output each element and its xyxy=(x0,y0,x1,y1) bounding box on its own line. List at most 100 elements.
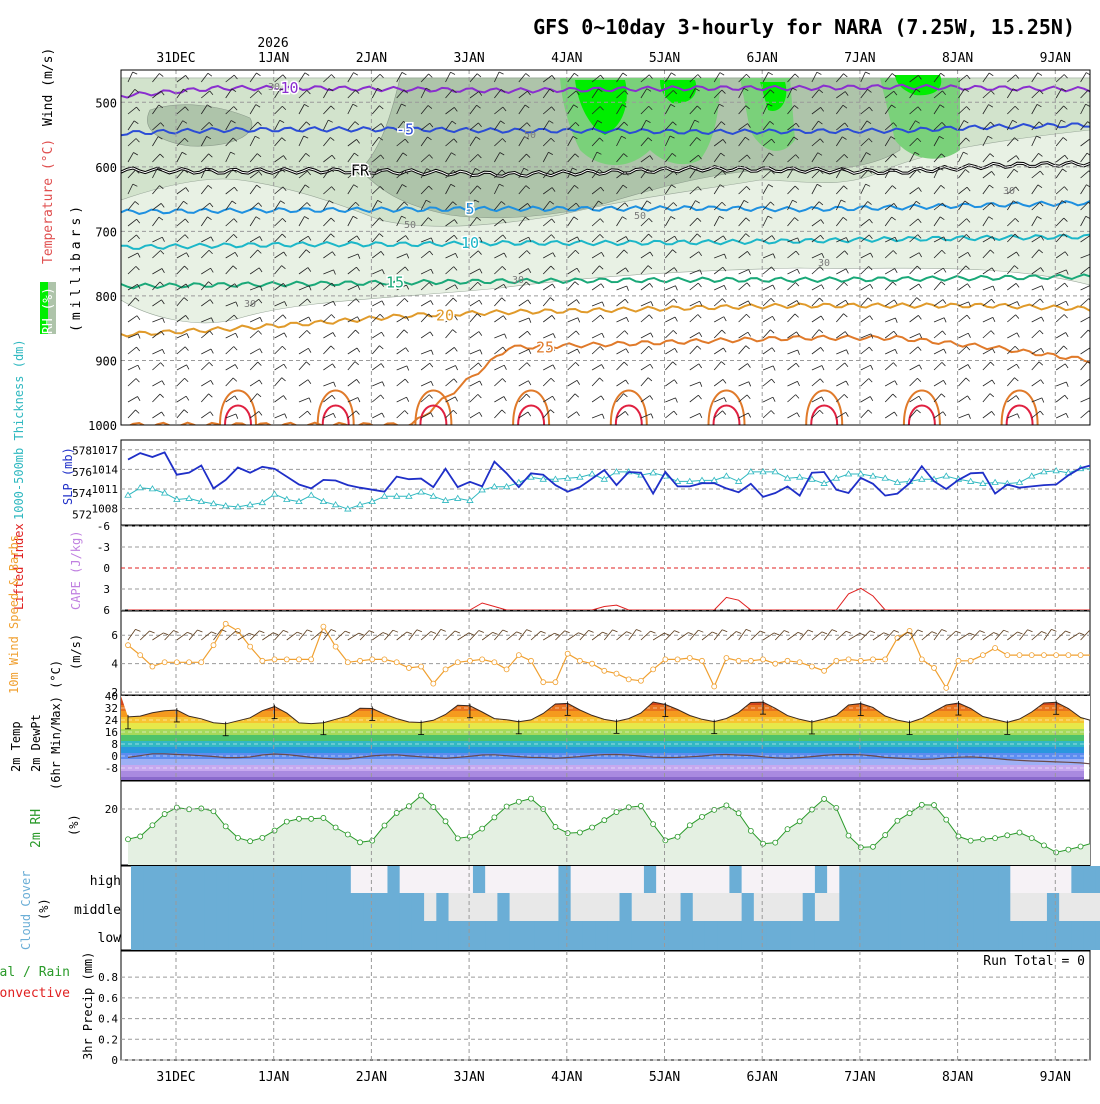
wind10m-line-point xyxy=(187,660,192,665)
rh2m-line-point xyxy=(516,799,521,804)
cloud-high-cell xyxy=(693,866,706,893)
cloud-high-cell xyxy=(778,866,791,893)
cloud-low-cell xyxy=(571,921,584,950)
rh2m-line-point xyxy=(235,835,240,840)
rh2m-line-point xyxy=(980,837,985,842)
top-date-label: 2JAN xyxy=(356,51,387,66)
bottom-date-label: 4JAN xyxy=(551,1070,582,1085)
cloud-low-cell xyxy=(913,921,926,950)
cloud-low-cell xyxy=(1035,921,1048,950)
bottom-date-label: 1JAN xyxy=(258,1070,289,1085)
rh-contour-label-30: 30 xyxy=(244,299,256,310)
wind10m-line-point xyxy=(919,657,924,662)
cloud-low-cell xyxy=(265,921,278,950)
wind10m-axis: 246 xyxy=(111,629,118,699)
cloud-low-cell xyxy=(827,921,840,950)
rh2m-tick: 20 xyxy=(105,803,118,816)
ylabel-rh2m-units: (%) xyxy=(67,814,81,836)
li-tick: 0 xyxy=(103,562,110,575)
wind10m-line-point xyxy=(748,658,753,663)
cloud-high-cell xyxy=(436,866,449,893)
rh2m-line-point xyxy=(1005,833,1010,838)
wind10m-line-point xyxy=(248,644,253,649)
cloud-low-cell xyxy=(534,921,547,950)
cloud-high-cell xyxy=(742,866,755,893)
cloud-high-cell xyxy=(998,866,1011,893)
li-tick: 3 xyxy=(103,583,110,596)
cloud-low-cell xyxy=(998,921,1011,950)
wind10m-line-point xyxy=(638,678,643,683)
wind-tick: 6 xyxy=(111,629,118,642)
cloud-high-cell xyxy=(473,866,486,893)
cloud-low-cell xyxy=(790,921,803,950)
wind10m-line-point xyxy=(822,668,827,673)
cloud-middle-cell xyxy=(583,893,596,921)
top-date-label: 6JAN xyxy=(747,51,778,66)
cloud-low-cell xyxy=(778,921,791,950)
isotherm-label: 20 xyxy=(436,306,454,324)
cloud-middle-cell xyxy=(949,893,962,921)
cloud-low-cell xyxy=(729,921,742,950)
cloud-low-cell xyxy=(1059,921,1072,950)
cloud-low-cell xyxy=(375,921,388,950)
cloud-high-cell xyxy=(620,866,633,893)
cloud-level-high: high xyxy=(90,874,121,889)
pressure-tick-label: 500 xyxy=(95,96,117,110)
cloud-high-cell xyxy=(827,866,840,893)
rh2m-line-point xyxy=(223,824,228,829)
isotherm-label: FR xyxy=(351,162,370,180)
cloud-low-cell xyxy=(473,921,486,950)
wind10m-line-point xyxy=(785,658,790,663)
wind10m-line-point xyxy=(651,667,656,672)
cloud-low-cell xyxy=(351,921,364,950)
cloud-low-cell xyxy=(216,921,229,950)
cloud-high-cell xyxy=(265,866,278,893)
wind10m-line-point xyxy=(480,657,485,662)
precip-panel: 0.80.60.40.20 Run Total = 0 Total / Rain… xyxy=(0,951,1090,1067)
cloud-low-cell xyxy=(1071,921,1084,950)
cloud-middle-cell xyxy=(400,893,413,921)
rh2m-line-point xyxy=(260,835,265,840)
cloud-middle-cell xyxy=(925,893,938,921)
cloud-low-cell xyxy=(876,921,889,950)
ylabel-cloud: Cloud Cover xyxy=(19,871,33,950)
rh2m-line-point xyxy=(248,839,253,844)
wind10m-line-point xyxy=(467,658,472,663)
cloud-high-cell xyxy=(216,866,229,893)
cloud-middle-cell xyxy=(876,893,889,921)
ylabel-wind: Wind (m/s) xyxy=(41,48,56,126)
wind10m-line-point xyxy=(284,657,289,662)
cloud-middle-cell xyxy=(1059,893,1072,921)
cloud-middle-cell xyxy=(131,893,144,921)
thickness-tick: 576 xyxy=(72,466,92,479)
rh2m-line-point xyxy=(272,828,277,833)
wind10m-line-point xyxy=(431,681,436,686)
cloud-high-cell xyxy=(168,866,181,893)
wind10m-line-point xyxy=(345,660,350,665)
rh2m-line-point xyxy=(651,822,656,827)
cloud-high-cell xyxy=(1047,866,1060,893)
rh2m-line-point xyxy=(309,816,314,821)
precip-tick: 0.4 xyxy=(98,1013,118,1026)
wind10m-line-point xyxy=(492,660,497,665)
cloud-low-cell xyxy=(986,921,999,950)
cloud-middle-cell xyxy=(693,893,706,921)
top-date-label: 5JAN xyxy=(649,51,680,66)
rh2m-line-point xyxy=(504,804,509,809)
cloud-high-cell xyxy=(803,866,816,893)
wind10m-line-point xyxy=(126,643,131,648)
cloud-high-cell xyxy=(974,866,987,893)
cloud-middle-cell xyxy=(485,893,498,921)
rh2m-line-point xyxy=(406,804,411,809)
cloud-middle-cell xyxy=(558,893,571,921)
wind10m-line-point xyxy=(968,658,973,663)
chart-title: GFS 0~10day 3-hourly for NARA (7.25W, 15… xyxy=(533,15,1075,39)
rh2m-axis: 20 xyxy=(105,803,118,816)
cloud-middle-cell xyxy=(534,893,547,921)
cloud-high-cell xyxy=(461,866,474,893)
cloud-high-cell xyxy=(314,866,327,893)
wind10m-line-point xyxy=(162,660,167,665)
cloud-middle-cell xyxy=(351,893,364,921)
